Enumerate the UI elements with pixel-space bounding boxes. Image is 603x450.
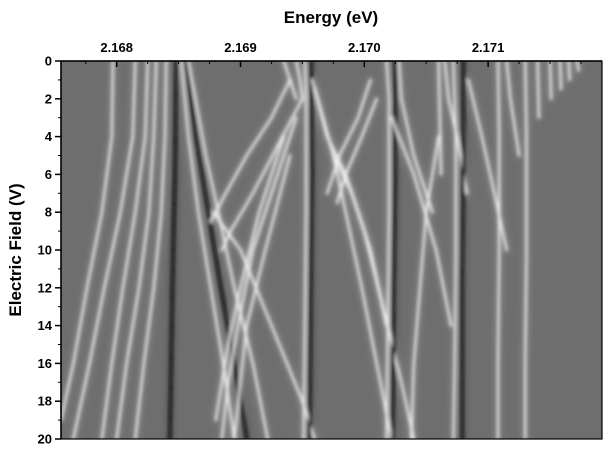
spectral-line-39	[548, 61, 553, 100]
spectral-line-27	[390, 116, 453, 327]
y-tick-label-0: 0	[45, 54, 52, 69]
spectral-line-33	[460, 61, 465, 439]
spectral-line-40	[558, 61, 563, 91]
x-tick-label-1: 2.169	[224, 40, 257, 55]
x-tick-label-2: 2.170	[348, 40, 381, 55]
x-axis: 2.168 2.169 2.170 2.171 Energy (eV)	[61, 8, 602, 67]
spectral-line-21	[233, 154, 292, 439]
y-ticks: 0 2 4 6 8 10 12 14 16 18 20	[38, 54, 61, 447]
spectral-line-31	[410, 135, 440, 439]
spectral-line-19	[220, 116, 298, 439]
spectral-line-37	[524, 61, 528, 439]
y-tick-label-9: 18	[38, 394, 52, 409]
spectral-line-20	[214, 135, 285, 422]
spectral-line-22	[326, 78, 372, 195]
spectral-line-1	[61, 61, 115, 422]
spectral-line-7	[179, 61, 236, 439]
y-tick-label-8: 16	[38, 356, 52, 371]
y-tick-label-4: 8	[45, 205, 52, 220]
spectral-lines	[61, 61, 580, 439]
y-tick-label-10: 20	[38, 432, 52, 447]
spectral-line-6	[168, 61, 178, 439]
spectral-line-10	[209, 78, 292, 223]
spectral-line-14	[295, 61, 304, 100]
plot-area	[60, 60, 603, 440]
spectral-line-26	[397, 61, 434, 214]
x-tick-label-3: 2.171	[472, 40, 505, 55]
spectral-line-13	[282, 61, 298, 100]
spectral-line-29	[437, 61, 443, 176]
spectral-line-25	[391, 61, 397, 439]
spectral-line-16	[308, 61, 314, 439]
spectral-line-34	[467, 78, 508, 252]
spectral-line-15	[302, 61, 308, 439]
y-axis-title: Electric Field (V)	[6, 183, 25, 316]
y-axis: 0 2 4 6 8 10 12 14 16 18 20 Electric Field (V)	[6, 54, 62, 447]
spectral-line-12	[212, 211, 316, 439]
spectral-line-38	[536, 61, 541, 119]
x-axis-title: Energy (eV)	[284, 8, 378, 27]
spectral-line-36	[505, 61, 521, 157]
spectral-line-8	[184, 61, 249, 439]
y-tick-label-2: 4	[45, 129, 53, 144]
spectral-line-11	[220, 97, 304, 252]
spectral-line-35	[496, 61, 501, 439]
spectral-line-24	[385, 61, 391, 439]
spectral-line-2	[72, 61, 137, 439]
spectral-line-42	[576, 61, 580, 72]
spectral-line-5	[134, 61, 168, 439]
y-tick-label-6: 12	[38, 280, 52, 295]
spectral-line-28	[332, 154, 388, 327]
spectral-line-23	[335, 97, 378, 204]
y-tick-label-7: 14	[38, 318, 53, 333]
spectral-line-32	[452, 61, 458, 439]
y-tick-label-3: 6	[45, 167, 52, 182]
spectral-line-9	[187, 61, 269, 439]
x-ticks: 2.168 2.169 2.170 2.171	[85, 40, 582, 67]
spectral-line-41	[567, 61, 571, 82]
spectral-line-4	[115, 61, 158, 439]
y-tick-label-5: 10	[38, 243, 52, 258]
spectral-line-3	[100, 61, 149, 439]
y-tick-label-1: 2	[45, 91, 52, 106]
x-tick-label-0: 2.168	[100, 40, 133, 55]
